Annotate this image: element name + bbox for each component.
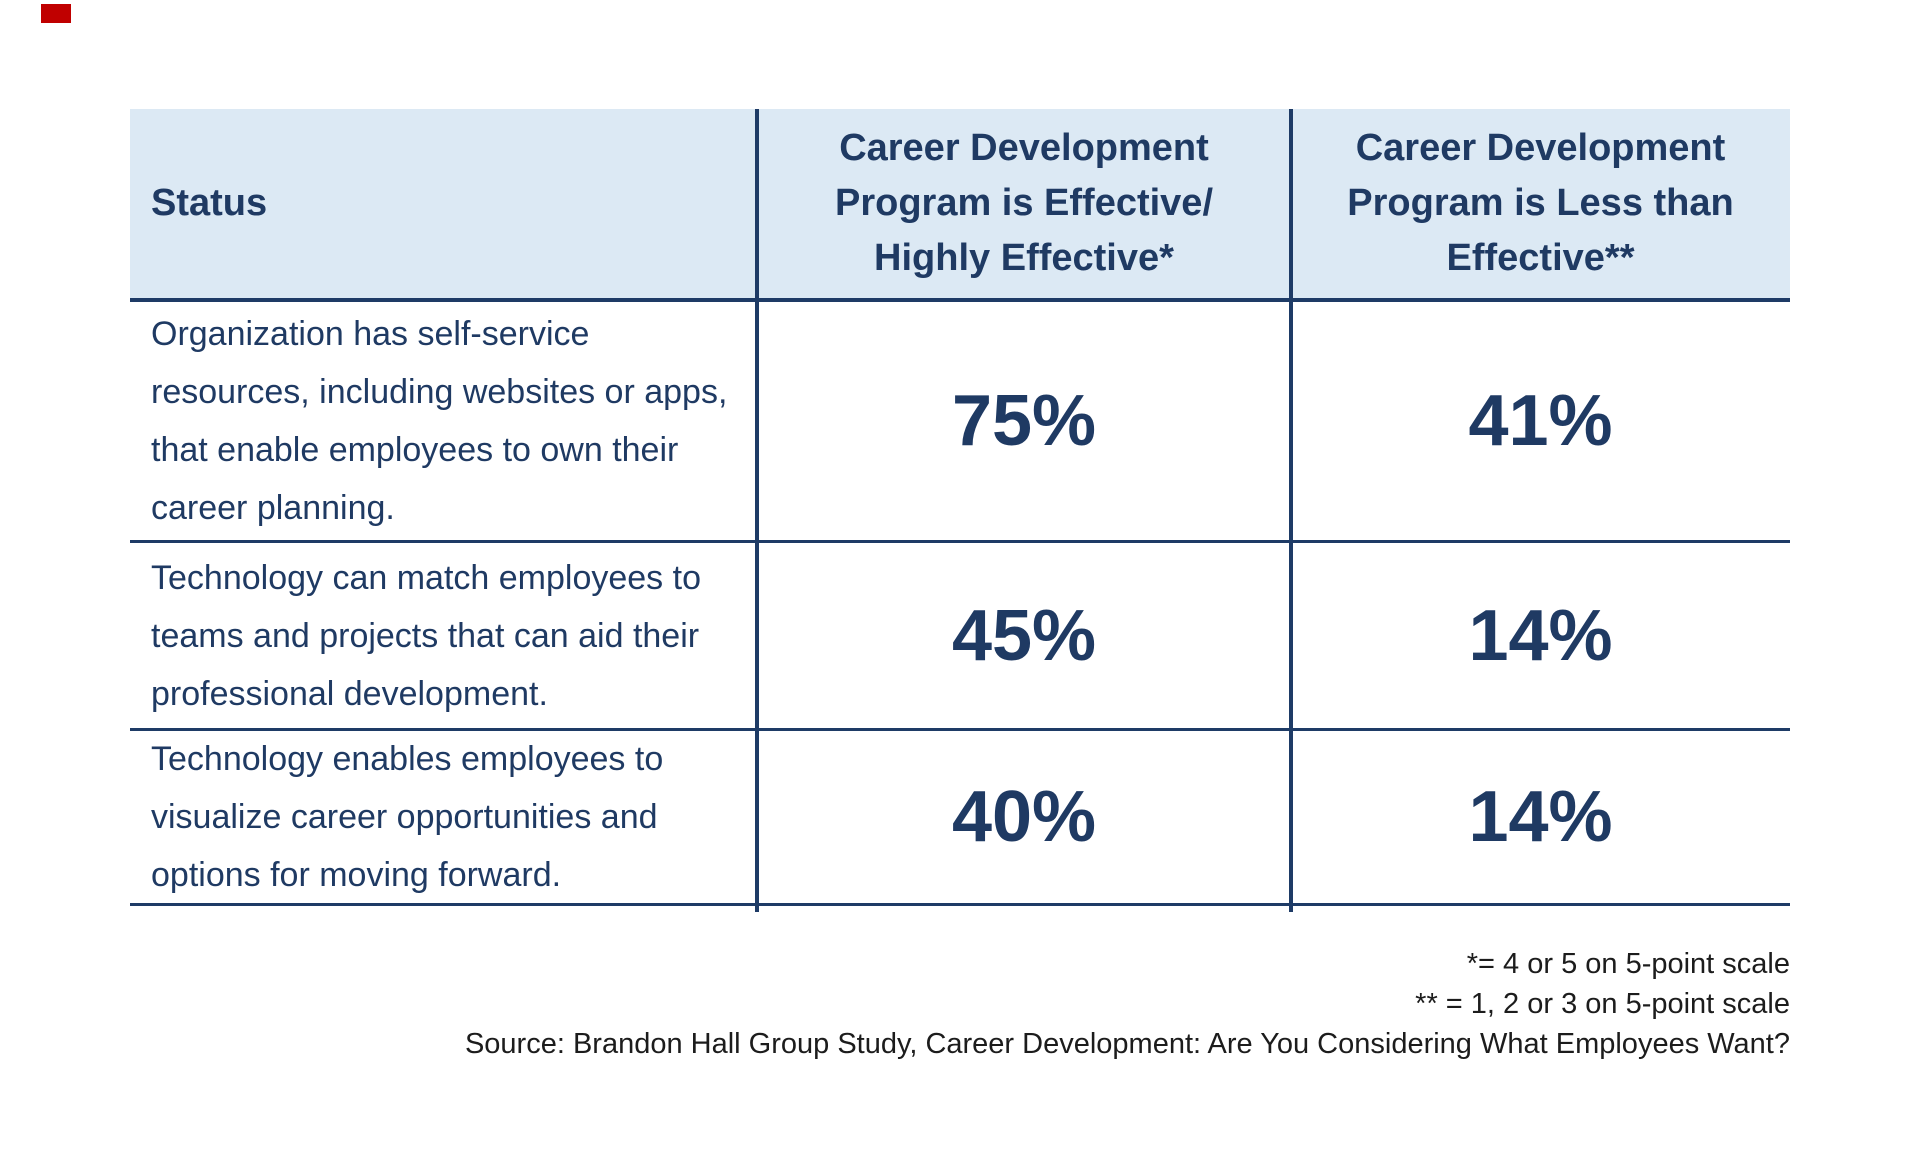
less-effective-value-row1: 41% [1291,302,1790,543]
status-cell-row2: Technology can match employees to teams … [130,543,757,731]
effective-value-row1: 75% [757,302,1291,543]
status-header-label: Status [151,182,268,224]
effective-header-cell: Career Development Program is Effective/… [757,109,1291,302]
status-header-cell: Status [130,109,757,302]
status-text-row1: Organization has self-service resources,… [151,315,728,527]
less-effective-header-label: Career Development Program is Less than … [1347,127,1734,279]
less-effective-header-cell: Career Development Program is Less than … [1291,109,1790,302]
status-text-row2: Technology can match employees to teams … [151,558,701,713]
status-text-row3: Technology enables employees to visualiz… [151,740,664,894]
effective-header-label: Career Development Program is Effective/… [834,127,1214,279]
footnote-single-asterisk: *= 4 or 5 on 5-point scale [1466,948,1790,980]
column-divider-1 [755,109,759,912]
source-line: Source: Brandon Hall Group Study, Career… [464,1028,1790,1060]
footnote-block: *= 4 or 5 on 5-point scale ** = 1, 2 or … [390,944,1790,1064]
status-cell-row1: Organization has self-service resources,… [130,302,757,543]
effective-value-row3: 40% [757,731,1291,906]
less-effective-value-row2: 14% [1291,543,1790,731]
effective-value-row2: 45% [757,543,1291,731]
red-accent-mark [41,4,71,23]
less-effective-value-row3: 14% [1291,731,1790,906]
status-cell-row3: Technology enables employees to visualiz… [130,731,757,906]
effectiveness-table: Status Career Development Program is Eff… [130,109,1790,912]
column-divider-2 [1289,109,1293,912]
footnote-double-asterisk: ** = 1, 2 or 3 on 5-point scale [1415,988,1790,1020]
